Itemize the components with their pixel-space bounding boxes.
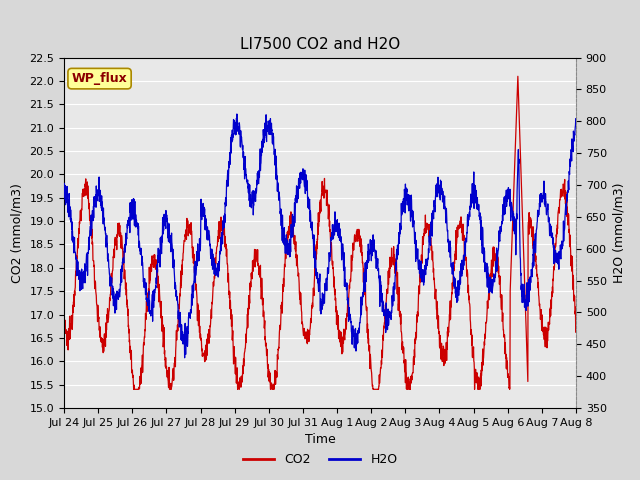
X-axis label: Time: Time (305, 433, 335, 446)
Y-axis label: CO2 (mmol/m3): CO2 (mmol/m3) (11, 183, 24, 283)
Y-axis label: H2O (mmol/m3): H2O (mmol/m3) (612, 182, 625, 283)
Text: WP_flux: WP_flux (72, 72, 127, 85)
Title: LI7500 CO2 and H2O: LI7500 CO2 and H2O (240, 37, 400, 52)
Legend: CO2, H2O: CO2, H2O (237, 448, 403, 471)
